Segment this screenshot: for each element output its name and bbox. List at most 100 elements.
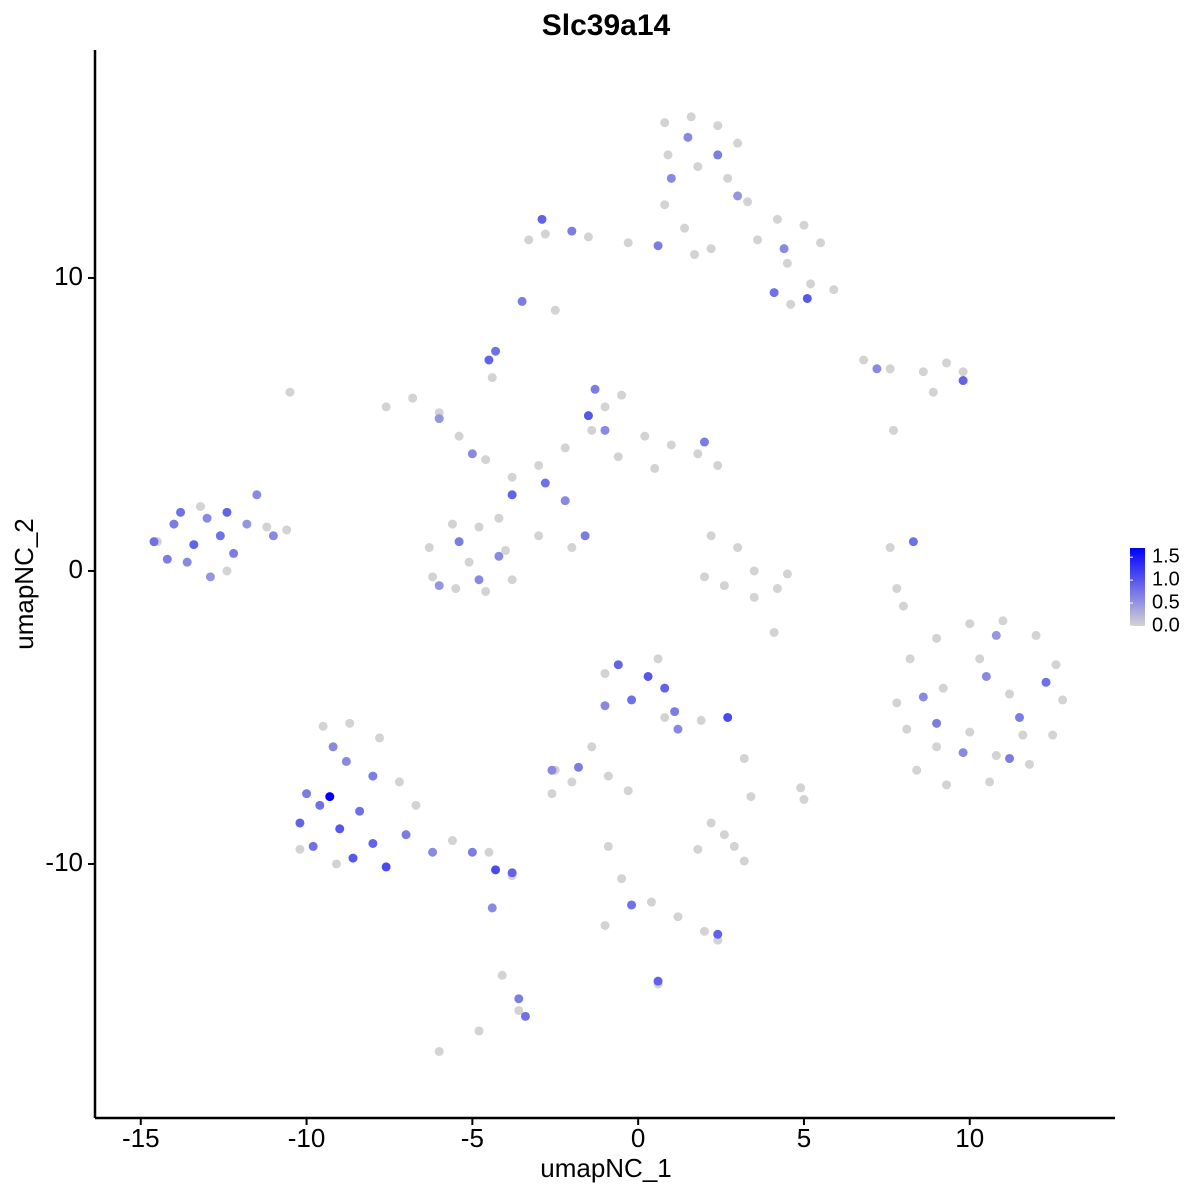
- cell-point: [799, 795, 809, 805]
- x-tick-label: -5: [461, 1123, 484, 1153]
- cell-point: [229, 548, 239, 558]
- cell-point: [447, 836, 457, 846]
- y-tick-label: -10: [45, 847, 83, 877]
- cell-point: [713, 121, 723, 131]
- cell-point: [494, 513, 504, 523]
- cell-point: [325, 792, 335, 802]
- cell-point: [600, 669, 610, 679]
- cell-point: [285, 387, 295, 397]
- cell-point: [958, 376, 968, 386]
- cell-point: [753, 235, 763, 245]
- cell-point: [706, 818, 716, 828]
- cell-point: [706, 244, 716, 254]
- cell-point: [514, 994, 524, 1004]
- y-tick-label: 0: [69, 554, 83, 584]
- cell-point: [454, 431, 464, 441]
- x-axis-label: umapNC_1: [540, 1153, 672, 1183]
- cell-point: [885, 543, 895, 553]
- cell-point: [660, 683, 670, 693]
- cell-point: [623, 786, 633, 796]
- cell-point: [902, 724, 912, 734]
- cell-point: [650, 463, 660, 473]
- cell-point: [908, 537, 918, 547]
- cell-point: [195, 502, 205, 512]
- cell-point: [583, 232, 593, 242]
- cell-point: [547, 765, 557, 775]
- cell-point: [723, 712, 733, 722]
- cell-point: [892, 698, 902, 708]
- cell-point: [653, 241, 663, 251]
- cell-point: [262, 522, 272, 532]
- color-bar: [1130, 548, 1145, 626]
- cell-point: [975, 654, 985, 664]
- cell-point: [673, 724, 683, 734]
- cell-point: [772, 214, 782, 224]
- cell-point: [580, 531, 590, 541]
- cell-point: [348, 853, 358, 863]
- cell-point: [699, 572, 709, 582]
- cell-point: [341, 756, 351, 766]
- cell-point: [965, 727, 975, 737]
- cell-point: [918, 692, 928, 702]
- cell-point: [888, 425, 898, 435]
- y-axis-label: umapNC_2: [9, 518, 39, 650]
- cell-point: [640, 431, 650, 441]
- cell-point: [375, 733, 385, 743]
- cell-point: [252, 490, 262, 500]
- cell-point: [806, 279, 816, 289]
- cell-point: [328, 742, 338, 752]
- cell-point: [1005, 753, 1015, 763]
- cell-point: [507, 472, 517, 482]
- cell-point: [958, 748, 968, 758]
- cell-point: [345, 718, 355, 728]
- cell-point: [368, 771, 378, 781]
- cell-point: [673, 912, 683, 922]
- cell-point: [302, 789, 312, 799]
- cell-point: [540, 229, 550, 239]
- cell-point: [1058, 695, 1068, 705]
- x-tick-label: 5: [797, 1123, 811, 1153]
- cell-point: [182, 557, 192, 567]
- cell-point: [660, 712, 670, 722]
- cell-point: [517, 296, 527, 306]
- cell-point: [772, 584, 782, 594]
- cell-point: [162, 554, 172, 564]
- x-tick-label: -10: [288, 1123, 326, 1153]
- cell-point: [331, 859, 341, 869]
- cell-point: [308, 841, 318, 851]
- cell-point: [550, 305, 560, 315]
- cell-point: [514, 1005, 524, 1015]
- cell-point: [315, 800, 325, 810]
- cell-point: [733, 191, 743, 201]
- cell-point: [474, 1026, 484, 1036]
- cell-point: [746, 792, 756, 802]
- cell-point: [464, 557, 474, 567]
- cell-point: [932, 742, 942, 752]
- cell-point: [497, 970, 507, 980]
- cell-point: [666, 173, 676, 183]
- cell-point: [481, 586, 491, 596]
- cell-point: [799, 220, 809, 230]
- cell-point: [567, 777, 577, 787]
- cell-point: [829, 285, 839, 295]
- cell-point: [693, 449, 703, 459]
- cell-point: [719, 830, 729, 840]
- cell-point: [603, 841, 613, 851]
- cell-point: [690, 250, 700, 260]
- cell-point: [176, 507, 186, 517]
- cell-point: [998, 616, 1008, 626]
- x-tick-label: -15: [122, 1123, 160, 1153]
- cell-point: [683, 132, 693, 142]
- cell-point: [782, 258, 792, 268]
- cell-point: [713, 929, 723, 939]
- cell-point: [467, 449, 477, 459]
- cell-point: [779, 244, 789, 254]
- cell-point: [394, 777, 404, 787]
- cell-point: [295, 844, 305, 854]
- cell-point: [898, 601, 908, 611]
- cell-point: [474, 522, 484, 532]
- cell-point: [215, 531, 225, 541]
- cell-point: [733, 138, 743, 148]
- cell-point: [603, 771, 613, 781]
- cell-point: [428, 847, 438, 857]
